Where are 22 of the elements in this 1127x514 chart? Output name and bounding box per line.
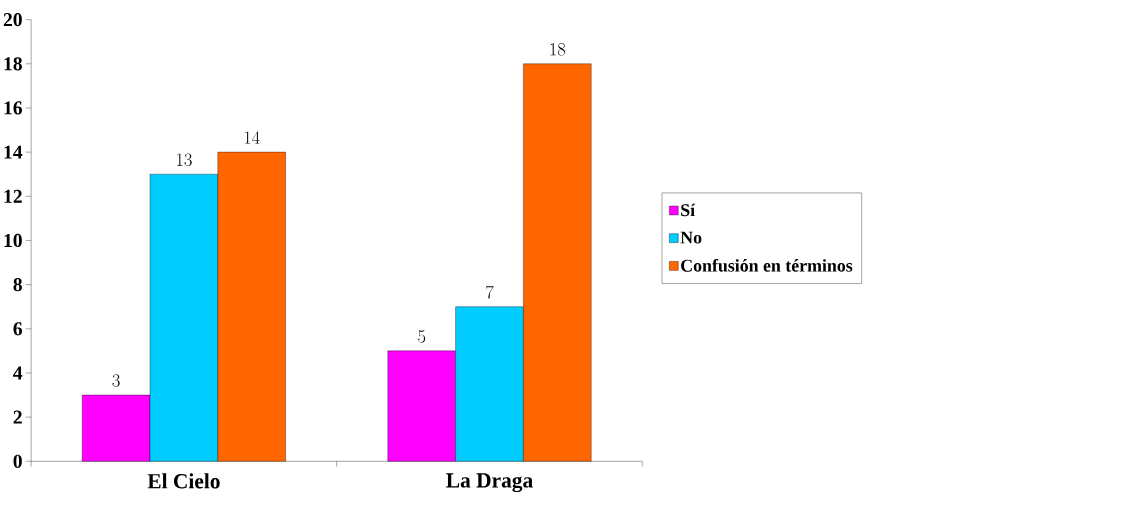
data-label: 5 <box>418 330 426 343</box>
x-tick-label: La Draga <box>446 473 533 493</box>
y-tick-label: 16 <box>4 101 23 115</box>
y-tick-label: 8 <box>13 278 22 292</box>
data-label: 14 <box>244 131 260 144</box>
legend-label: Confusión en términos <box>681 258 853 272</box>
data-label: 3 <box>112 374 120 387</box>
y-tick-label: 12 <box>4 189 22 203</box>
data-label: 7 <box>486 285 494 299</box>
y-tick-label: 0 <box>13 454 22 468</box>
y-tick-label: 10 <box>4 233 22 248</box>
y-tick-label: 14 <box>4 145 23 159</box>
legend-label: No <box>680 231 702 244</box>
data-label: 13 <box>177 153 192 167</box>
y-tick-label: 4 <box>13 366 23 380</box>
y-tick-label: 2 <box>13 410 22 424</box>
y-tick-label: 18 <box>4 57 22 71</box>
data-label: 18 <box>550 43 566 56</box>
y-tick-label: 6 <box>13 322 23 336</box>
x-tick-label: El Cielo <box>147 473 220 489</box>
legend-label: Sí <box>681 203 696 217</box>
y-tick-label: 20 <box>3 13 22 27</box>
